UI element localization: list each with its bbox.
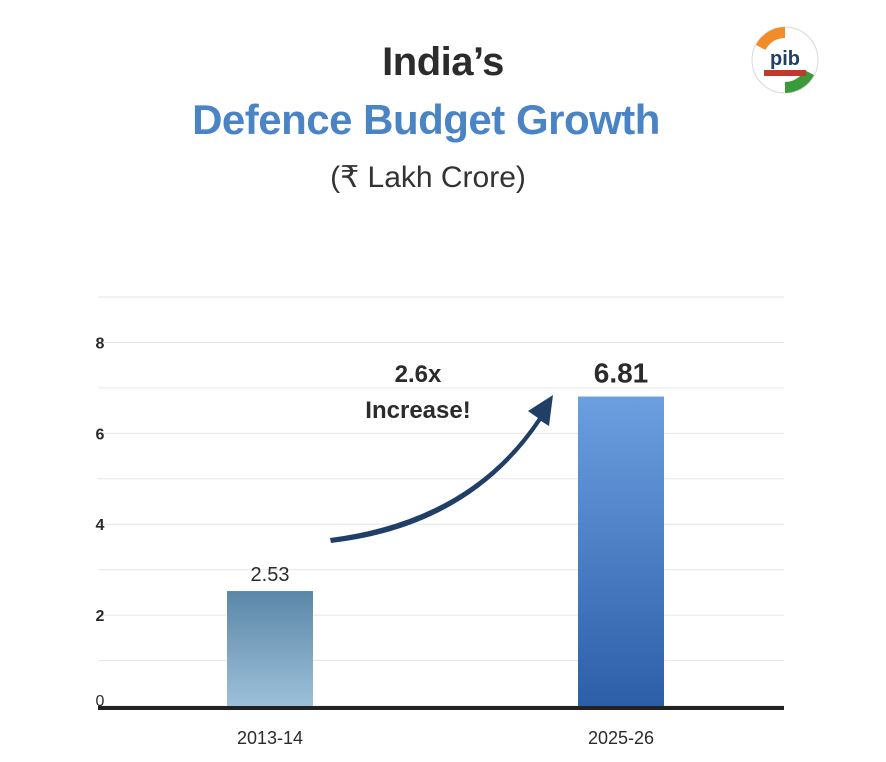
y-tick-label: 2 bbox=[96, 608, 105, 625]
pib-logo-icon: pib bbox=[751, 26, 819, 94]
logo-text: pib bbox=[770, 48, 800, 70]
x-tick-label: 2013-14 bbox=[237, 728, 303, 748]
bar-value-label: 2.53 bbox=[251, 564, 290, 586]
bar-2013-14 bbox=[227, 591, 313, 706]
bar-2025-26 bbox=[578, 396, 664, 706]
increase-annotation-text: Increase! bbox=[365, 397, 470, 424]
y-tick-label: 6 bbox=[96, 426, 105, 443]
chart-title-line1: India’s bbox=[382, 40, 504, 84]
y-tick-label: 0 bbox=[96, 693, 105, 710]
y-tick-label: 4 bbox=[96, 517, 105, 534]
bar-value-label: 6.81 bbox=[594, 358, 649, 389]
y-tick-label: 8 bbox=[96, 335, 105, 352]
chart-title-line2: Defence Budget Growth bbox=[192, 96, 660, 143]
growth-arrow-icon bbox=[330, 395, 553, 543]
chart-subtitle: (₹ Lakh Crore) bbox=[330, 161, 526, 194]
x-tick-label: 2025-26 bbox=[588, 728, 654, 748]
increase-annotation-multiplier: 2.6x bbox=[395, 361, 442, 388]
